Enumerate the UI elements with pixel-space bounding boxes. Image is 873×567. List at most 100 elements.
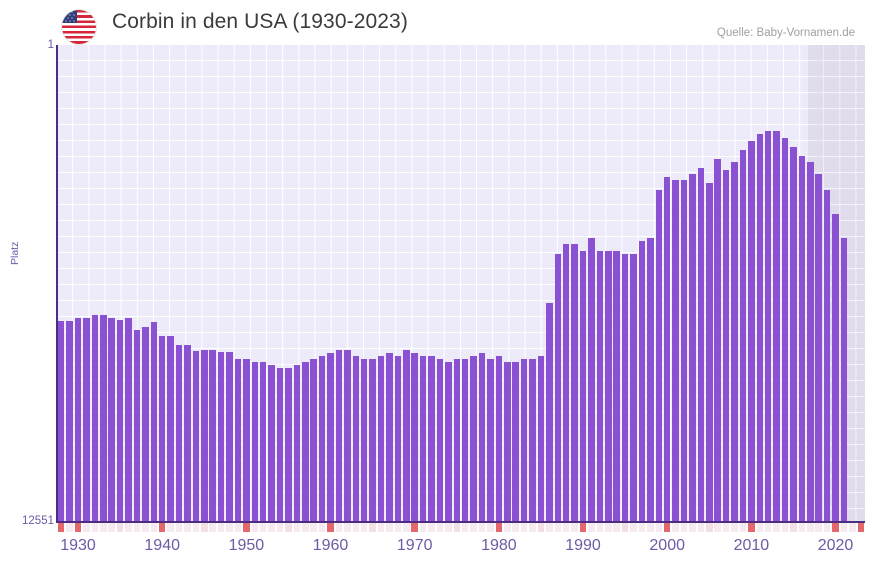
bar[interactable] bbox=[546, 302, 553, 521]
bar[interactable] bbox=[268, 365, 275, 521]
bar[interactable] bbox=[571, 244, 578, 521]
bar[interactable] bbox=[495, 355, 503, 521]
bar[interactable] bbox=[57, 321, 65, 521]
bar[interactable] bbox=[108, 318, 115, 521]
bar[interactable] bbox=[781, 137, 789, 521]
bar[interactable] bbox=[175, 344, 183, 521]
bar[interactable] bbox=[706, 183, 713, 521]
bar[interactable] bbox=[613, 250, 620, 521]
bar[interactable] bbox=[360, 358, 368, 521]
bar[interactable] bbox=[722, 170, 730, 521]
bar[interactable] bbox=[823, 189, 831, 521]
bar[interactable] bbox=[807, 161, 814, 521]
bar[interactable] bbox=[428, 355, 435, 521]
bar[interactable] bbox=[714, 158, 721, 521]
bar[interactable] bbox=[335, 349, 343, 521]
bar[interactable] bbox=[680, 180, 688, 521]
bar[interactable] bbox=[377, 355, 385, 521]
bar[interactable] bbox=[66, 321, 73, 521]
plot-area bbox=[57, 45, 865, 521]
bar[interactable] bbox=[445, 362, 452, 521]
bar[interactable] bbox=[344, 349, 351, 521]
x-tick-minor bbox=[546, 523, 553, 532]
bar[interactable] bbox=[596, 250, 604, 521]
bar[interactable] bbox=[579, 250, 587, 521]
bar[interactable] bbox=[352, 355, 360, 521]
bar[interactable] bbox=[512, 362, 519, 521]
bar[interactable] bbox=[209, 349, 216, 521]
bar[interactable] bbox=[529, 358, 536, 521]
bar[interactable] bbox=[621, 253, 629, 521]
bar[interactable] bbox=[790, 146, 797, 521]
bar[interactable] bbox=[100, 315, 107, 521]
bar[interactable] bbox=[756, 134, 764, 521]
bar[interactable] bbox=[554, 253, 562, 521]
x-tick-major bbox=[327, 523, 334, 532]
bar[interactable] bbox=[655, 189, 663, 521]
bar[interactable] bbox=[125, 318, 132, 521]
x-tick-minor bbox=[167, 523, 174, 532]
bar[interactable] bbox=[504, 362, 511, 521]
bar[interactable] bbox=[184, 344, 191, 521]
bar[interactable] bbox=[773, 131, 780, 521]
bar[interactable] bbox=[116, 319, 124, 521]
bar[interactable] bbox=[605, 250, 612, 521]
bar[interactable] bbox=[251, 362, 259, 521]
bar[interactable] bbox=[285, 368, 292, 521]
bar[interactable] bbox=[276, 368, 284, 521]
bar[interactable] bbox=[739, 149, 747, 521]
bar[interactable] bbox=[537, 355, 545, 521]
bar[interactable] bbox=[487, 358, 494, 521]
bar[interactable] bbox=[731, 161, 738, 521]
bar[interactable] bbox=[243, 358, 250, 521]
bar[interactable] bbox=[167, 335, 174, 521]
bar[interactable] bbox=[697, 168, 705, 521]
bar[interactable] bbox=[520, 358, 528, 521]
bar[interactable] bbox=[133, 329, 141, 521]
bar[interactable] bbox=[453, 359, 461, 521]
bar[interactable] bbox=[150, 321, 158, 521]
bar[interactable] bbox=[815, 173, 822, 521]
x-tick-minor bbox=[756, 523, 764, 532]
bar[interactable] bbox=[226, 352, 233, 521]
bar[interactable] bbox=[470, 355, 477, 521]
bar[interactable] bbox=[302, 362, 309, 521]
bar[interactable] bbox=[840, 238, 848, 521]
bar[interactable] bbox=[478, 352, 486, 521]
bar[interactable] bbox=[192, 351, 200, 521]
bar[interactable] bbox=[403, 349, 410, 521]
bar[interactable] bbox=[142, 326, 149, 521]
bar[interactable] bbox=[158, 335, 166, 521]
bar[interactable] bbox=[327, 352, 334, 521]
bar[interactable] bbox=[74, 318, 82, 521]
bar[interactable] bbox=[234, 358, 242, 521]
x-axis-label: 2020 bbox=[817, 537, 854, 554]
bar[interactable] bbox=[411, 352, 418, 521]
bar[interactable] bbox=[647, 238, 654, 521]
bar[interactable] bbox=[318, 355, 326, 521]
bar[interactable] bbox=[630, 253, 637, 521]
bar[interactable] bbox=[201, 349, 208, 521]
bar[interactable] bbox=[798, 155, 806, 521]
bar[interactable] bbox=[764, 131, 772, 521]
bar[interactable] bbox=[217, 352, 225, 521]
bar[interactable] bbox=[663, 176, 671, 521]
bar[interactable] bbox=[689, 173, 696, 521]
bar[interactable] bbox=[419, 355, 427, 521]
bar[interactable] bbox=[310, 359, 317, 521]
bar[interactable] bbox=[394, 355, 402, 521]
bar[interactable] bbox=[91, 315, 99, 521]
bar[interactable] bbox=[562, 244, 570, 521]
bar[interactable] bbox=[638, 241, 646, 521]
bar[interactable] bbox=[672, 180, 679, 521]
bar[interactable] bbox=[259, 362, 267, 521]
bar[interactable] bbox=[832, 214, 839, 521]
bar[interactable] bbox=[386, 352, 393, 521]
bar[interactable] bbox=[748, 140, 755, 521]
bar[interactable] bbox=[83, 318, 90, 521]
bar[interactable] bbox=[588, 238, 595, 521]
bar[interactable] bbox=[293, 365, 301, 521]
bar[interactable] bbox=[436, 359, 444, 521]
bar[interactable] bbox=[369, 358, 376, 521]
bar[interactable] bbox=[461, 359, 469, 521]
